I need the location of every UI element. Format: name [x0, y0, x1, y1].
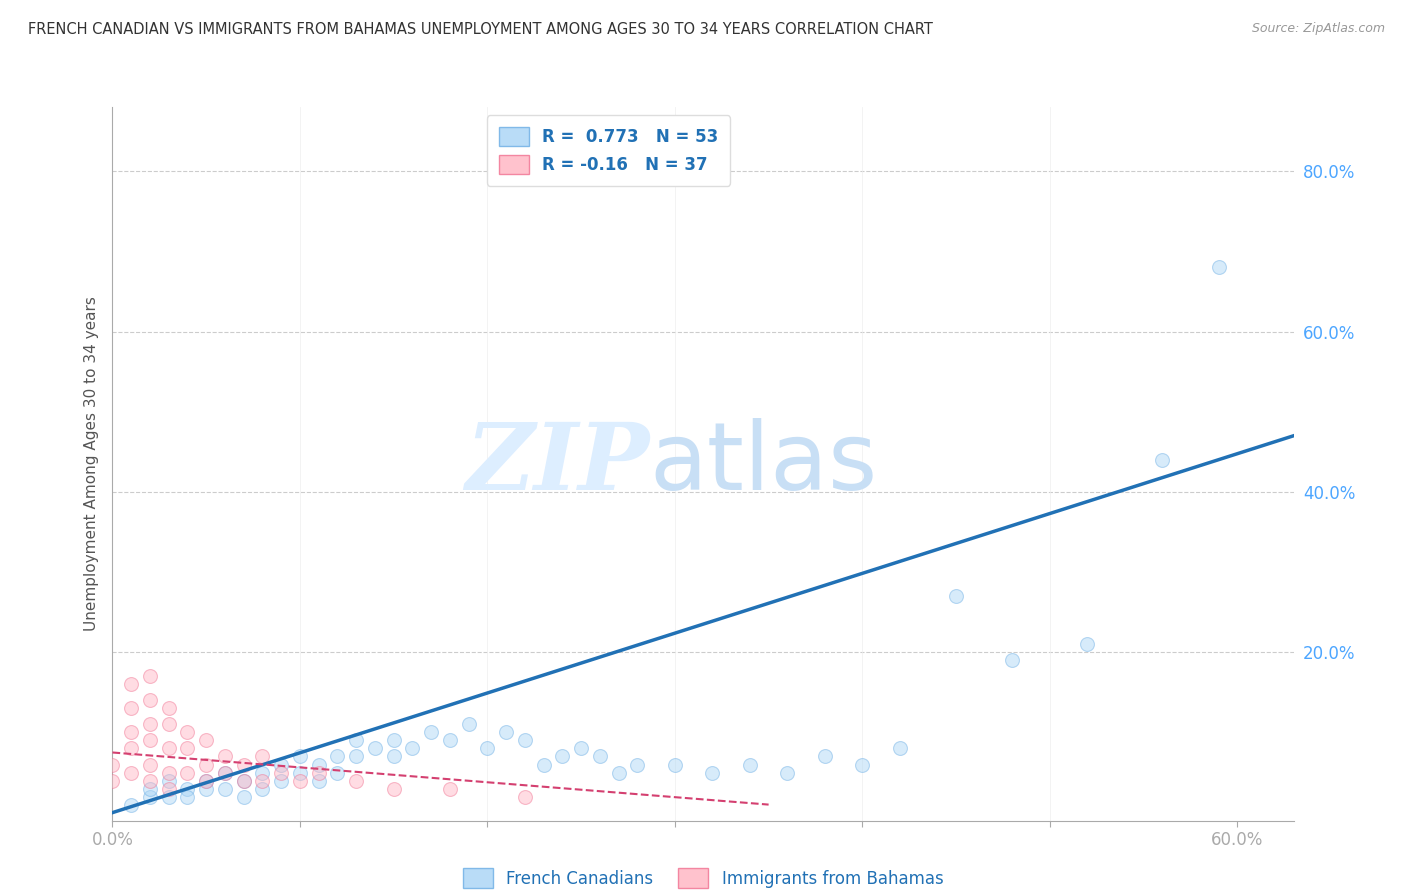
Point — [195, 781, 218, 796]
Point — [139, 773, 162, 788]
Point — [176, 741, 198, 756]
Point — [214, 781, 236, 796]
Point — [176, 725, 198, 739]
Point — [176, 781, 198, 796]
Point — [364, 741, 387, 756]
Point — [232, 757, 254, 772]
Point — [120, 741, 142, 756]
Point — [776, 765, 799, 780]
Y-axis label: Unemployment Among Ages 30 to 34 years: Unemployment Among Ages 30 to 34 years — [83, 296, 98, 632]
Point — [270, 757, 292, 772]
Point — [157, 765, 180, 780]
Point — [344, 733, 367, 747]
Point — [457, 717, 479, 731]
Point — [626, 757, 648, 772]
Point — [607, 765, 630, 780]
Point — [288, 749, 311, 764]
Point — [1152, 453, 1174, 467]
Point — [157, 741, 180, 756]
Point — [157, 789, 180, 804]
Point — [232, 773, 254, 788]
Point — [120, 797, 142, 812]
Point — [139, 789, 162, 804]
Point — [252, 781, 274, 796]
Point — [139, 717, 162, 731]
Point — [495, 725, 517, 739]
Point — [139, 693, 162, 707]
Point — [252, 749, 274, 764]
Point — [551, 749, 574, 764]
Point — [308, 757, 330, 772]
Point — [439, 733, 461, 747]
Point — [851, 757, 873, 772]
Point — [344, 749, 367, 764]
Point — [664, 757, 686, 772]
Point — [326, 765, 349, 780]
Point — [214, 765, 236, 780]
Point — [382, 733, 405, 747]
Point — [533, 757, 555, 772]
Text: ZIP: ZIP — [465, 419, 650, 508]
Point — [139, 781, 162, 796]
Legend: French Canadians, Immigrants from Bahamas: French Canadians, Immigrants from Bahama… — [456, 862, 950, 892]
Text: atlas: atlas — [650, 417, 879, 510]
Point — [252, 773, 274, 788]
Point — [382, 749, 405, 764]
Point — [139, 757, 162, 772]
Point — [513, 789, 536, 804]
Point — [157, 701, 180, 715]
Point — [101, 757, 124, 772]
Point — [139, 669, 162, 683]
Point — [270, 773, 292, 788]
Point — [814, 749, 837, 764]
Point — [308, 765, 330, 780]
Point — [308, 773, 330, 788]
Point — [889, 741, 911, 756]
Point — [120, 765, 142, 780]
Point — [232, 789, 254, 804]
Point — [288, 765, 311, 780]
Point — [214, 765, 236, 780]
Point — [120, 701, 142, 715]
Point — [569, 741, 592, 756]
Point — [439, 781, 461, 796]
Point — [401, 741, 423, 756]
Point — [157, 717, 180, 731]
Point — [120, 725, 142, 739]
Text: FRENCH CANADIAN VS IMMIGRANTS FROM BAHAMAS UNEMPLOYMENT AMONG AGES 30 TO 34 YEAR: FRENCH CANADIAN VS IMMIGRANTS FROM BAHAM… — [28, 22, 934, 37]
Point — [945, 589, 967, 603]
Point — [382, 781, 405, 796]
Point — [120, 677, 142, 691]
Point — [139, 733, 162, 747]
Point — [1001, 653, 1024, 667]
Point — [288, 773, 311, 788]
Point — [176, 789, 198, 804]
Point — [326, 749, 349, 764]
Point — [513, 733, 536, 747]
Point — [1208, 260, 1230, 275]
Text: Source: ZipAtlas.com: Source: ZipAtlas.com — [1251, 22, 1385, 36]
Point — [252, 765, 274, 780]
Point — [157, 773, 180, 788]
Point — [420, 725, 443, 739]
Point — [232, 773, 254, 788]
Point — [195, 733, 218, 747]
Point — [477, 741, 499, 756]
Point — [589, 749, 612, 764]
Point — [157, 781, 180, 796]
Point — [214, 749, 236, 764]
Point — [344, 773, 367, 788]
Point — [101, 773, 124, 788]
Point — [195, 757, 218, 772]
Point — [195, 773, 218, 788]
Point — [195, 773, 218, 788]
Point — [176, 765, 198, 780]
Point — [738, 757, 761, 772]
Point — [1076, 637, 1098, 651]
Point — [270, 765, 292, 780]
Point — [702, 765, 724, 780]
